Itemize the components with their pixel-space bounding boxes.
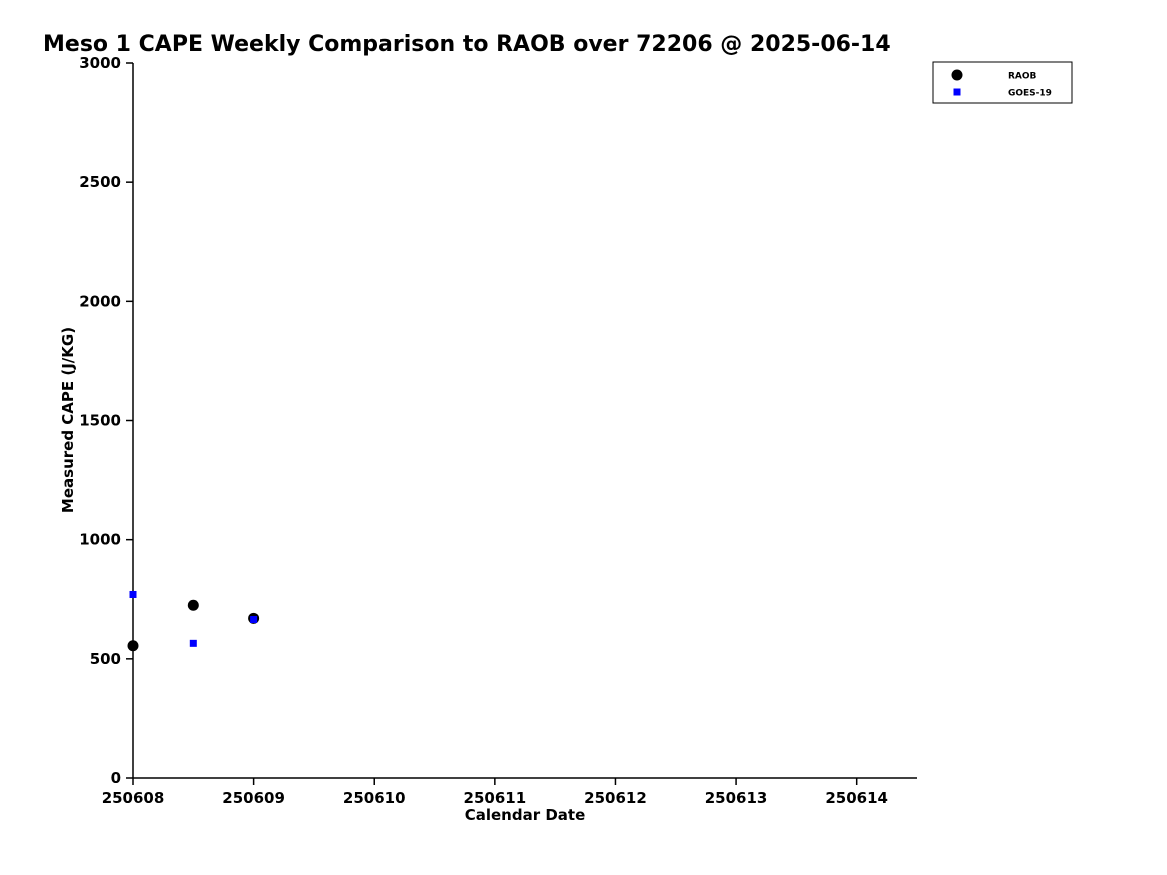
chart-title: Meso 1 CAPE Weekly Comparison to RAOB ov…: [43, 32, 891, 57]
y-tick-label: 2500: [79, 173, 121, 191]
x-tick-label: 250608: [102, 789, 165, 807]
legend-box: [932, 61, 1073, 104]
y-tick-label: 1000: [79, 531, 121, 549]
legend-label-goes-19: GOES-19: [1008, 89, 1052, 99]
legend-label-raob: RAOB: [1008, 72, 1037, 82]
x-tick-label: 250614: [825, 789, 888, 807]
x-tick-label: 250612: [584, 789, 647, 807]
data-point-raob: [127, 640, 139, 652]
y-axis-label: Measured CAPE (J/KG): [59, 327, 77, 513]
data-point-goes-19: [250, 616, 258, 624]
y-tick-label: 1500: [79, 412, 121, 430]
y-tick-label: 3000: [79, 54, 121, 72]
data-point-goes-19: [129, 590, 137, 598]
x-tick-label: 250613: [705, 789, 768, 807]
legend-marker-raob-icon: [951, 69, 963, 81]
data-point-goes-19: [189, 639, 197, 647]
data-point-raob: [187, 599, 199, 611]
x-tick-label: 250611: [464, 789, 527, 807]
axes: 0 500 1000 1500 2000 2500 3000 250608 250609 2506…: [79, 54, 917, 807]
x-axis-label: Calendar Date: [465, 806, 586, 824]
legend: RAOB GOES-19: [932, 61, 1073, 104]
data-points: [127, 590, 260, 652]
y-tick-label: 0: [111, 769, 121, 787]
legend-marker-goes-19-icon: [953, 88, 961, 96]
y-tick-label: 500: [90, 650, 121, 668]
y-tick-label: 2000: [79, 292, 121, 310]
x-tick-label: 250610: [343, 789, 406, 807]
x-tick-label: 250609: [222, 789, 285, 807]
